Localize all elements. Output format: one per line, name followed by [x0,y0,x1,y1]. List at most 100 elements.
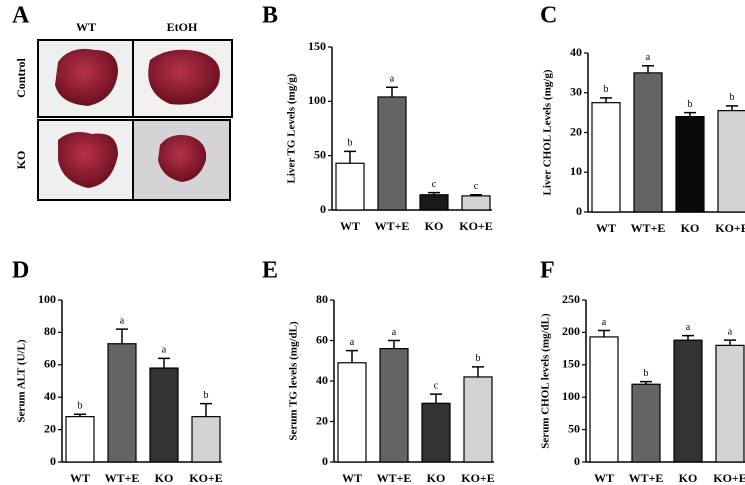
error-bar [684,111,696,117]
x-tick-label: WT [596,221,616,235]
y-tick-label: 0 [320,202,326,216]
bar [419,194,449,211]
bar [377,96,407,211]
x-tick-label: KO [427,471,446,485]
y-tick-label: 20 [570,124,582,138]
x-tick-label: WT [594,471,614,485]
error-bar [386,86,398,97]
x-tick-label: WT+E [629,471,664,485]
bar [463,376,493,463]
y-tick-label: 40 [316,373,328,387]
bar [675,115,705,213]
error-bar [430,393,442,404]
significance-letter: a [350,337,355,348]
x-tick-label: KO [681,221,700,235]
y-tick-label: 150 [562,357,580,371]
significance-letter: c [474,181,479,192]
liver [148,49,220,105]
x-tick-label: KO+E [461,471,495,485]
error-bar [726,105,738,111]
y-axis-label: Liver TG Levels (mg/g) [286,73,298,183]
error-bar [200,402,212,417]
significance-letter: b [604,84,609,95]
x-tick-label: WT [342,471,362,485]
y-axis-label: Serum TG levels (mg/dL) [288,321,300,441]
y-tick-label: 0 [574,454,580,468]
bar [589,336,619,463]
bar [335,162,365,211]
image-panel: A WT EtOH Control KO [12,3,233,201]
significance-letter: a [602,317,607,328]
panel-letter: B [262,3,278,29]
error-bar [682,334,694,341]
y-tick-label: 40 [44,389,56,403]
error-bar [598,329,610,337]
bar [633,72,663,213]
significance-letter: b [78,401,83,412]
y-tick-label: 0 [322,454,328,468]
y-tick-label: 0 [576,204,582,218]
y-axis-label: Serum ALT (U/L) [16,339,28,422]
y-tick-label: 20 [44,421,56,435]
y-tick-label: 100 [308,93,326,107]
significance-letter: b [204,390,209,401]
significance-letter: c [432,179,437,190]
y-axis-label: Liver CHOL Levels (mg/g) [542,69,554,195]
error-bar [724,339,736,346]
y-tick-label: 40 [570,45,582,59]
y-tick-label: 80 [316,292,328,306]
x-tick-label: WT+E [105,471,140,485]
error-bar [158,357,170,369]
significance-letter: a [646,52,651,63]
bar [191,416,221,463]
y-tick-label: 20 [316,413,328,427]
y-tick-label: 100 [38,292,56,306]
y-tick-label: 150 [308,39,326,53]
x-tick-label: WT+E [375,219,410,233]
bar [65,416,95,463]
significance-letter: b [348,138,353,149]
panel-letter: C [540,3,557,29]
significance-letter: a [392,327,397,338]
x-tick-label: WT [340,219,360,233]
y-tick-label: 250 [562,292,580,306]
bar [379,348,409,463]
error-bar [472,366,484,377]
x-tick-label: WT [70,471,90,485]
x-tick-label: KO [679,471,698,485]
significance-letter: a [390,74,395,85]
column-label: WT [76,20,96,34]
bar [461,195,491,211]
x-tick-label: KO [155,471,174,485]
y-tick-label: 60 [316,332,328,346]
column-label: EtOH [167,20,198,34]
bar [591,102,621,213]
liver [58,132,118,188]
significance-letter: b [476,353,481,364]
panel-letter: D [12,258,29,284]
y-tick-label: 30 [570,85,582,99]
error-bar [388,339,400,349]
error-bar [642,64,654,73]
bar [149,367,179,463]
y-tick-label: 10 [570,164,582,178]
bar [421,402,451,463]
x-tick-label: WT+E [377,471,412,485]
row-label: KO [14,151,28,170]
x-tick-label: KO+E [713,471,745,485]
x-tick-label: WT+E [631,221,666,235]
panel-letter: F [540,258,555,284]
y-tick-label: 60 [44,357,56,371]
bar [715,344,745,463]
significance-letter: c [434,380,439,391]
bar [337,362,367,463]
bar [717,110,745,213]
liver [158,135,207,182]
significance-letter: a [162,345,167,356]
y-tick-label: 200 [562,324,580,338]
liver [55,48,118,106]
y-tick-label: 0 [50,454,56,468]
x-tick-label: KO+E [715,221,745,235]
y-tick-label: 50 [568,421,580,435]
